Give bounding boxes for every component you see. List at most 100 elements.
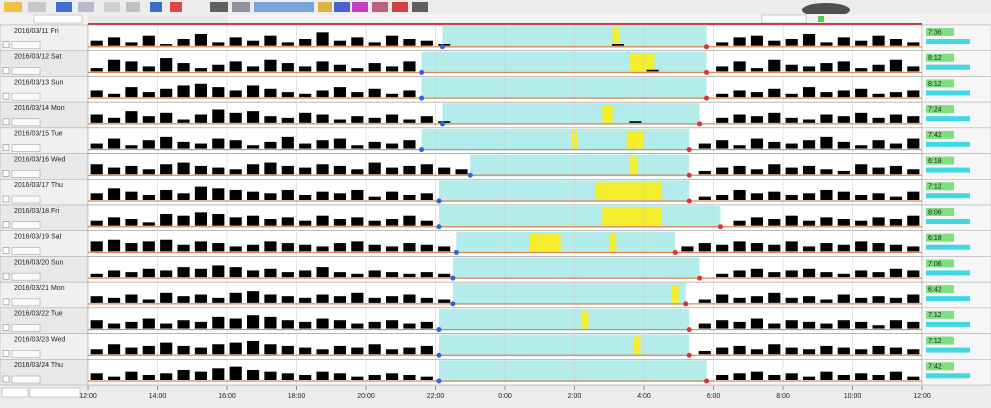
activity-bar	[438, 44, 451, 46]
edit-button[interactable]	[11, 375, 41, 384]
activity-bar	[212, 109, 225, 123]
activity-bar	[716, 320, 729, 329]
wake-period	[581, 310, 589, 329]
zoom-button[interactable]	[126, 2, 140, 12]
edit-button[interactable]	[11, 195, 41, 204]
activity-bar	[420, 376, 433, 380]
person-button[interactable]	[392, 2, 408, 12]
activity-bar	[333, 345, 347, 355]
activity-bar	[333, 87, 347, 98]
activity-bar	[820, 189, 833, 200]
activity-bar	[177, 141, 190, 149]
activity-bar	[194, 294, 208, 303]
row-checkbox[interactable]	[2, 195, 10, 203]
summary-badge	[926, 53, 954, 62]
activity-bar	[177, 296, 190, 303]
row-checkbox[interactable]	[2, 144, 10, 151]
dropdown[interactable]	[761, 14, 807, 24]
activity-bar	[281, 117, 294, 123]
activity-bar	[333, 64, 347, 72]
activity-bar	[212, 316, 225, 329]
activity-bar	[785, 167, 798, 175]
activity-bar	[385, 349, 399, 355]
activity-bar	[333, 272, 347, 278]
save-button[interactable]	[28, 2, 46, 12]
edit-button[interactable]	[11, 247, 41, 255]
edit-button[interactable]	[11, 324, 41, 332]
activity-bar	[281, 373, 294, 380]
sleep-offset	[697, 275, 703, 281]
activity-bar	[368, 196, 381, 200]
copy-button[interactable]	[104, 2, 120, 12]
pie-button[interactable]	[372, 2, 388, 12]
activity-bar	[907, 246, 920, 252]
activity-bar	[142, 268, 155, 278]
activity-bar	[229, 267, 242, 278]
row-checkbox[interactable]	[2, 170, 10, 177]
activity-bar	[107, 167, 121, 175]
mode-box[interactable]	[1, 387, 29, 398]
sleep-period	[421, 77, 707, 100]
activity-bar	[716, 140, 729, 149]
row-checkbox[interactable]	[2, 67, 10, 74]
row-checkbox[interactable]	[2, 247, 10, 254]
activity-bar	[177, 369, 190, 380]
activity-bar	[107, 138, 121, 149]
activity-bar	[299, 194, 312, 200]
activity-bar	[820, 345, 833, 355]
activity-bar	[872, 345, 885, 355]
edit-button[interactable]	[11, 170, 41, 178]
activity-bar	[855, 68, 868, 72]
layout-buttons[interactable]	[254, 2, 314, 12]
edit-button[interactable]	[11, 272, 41, 281]
row-checkbox[interactable]	[2, 221, 10, 228]
run-button[interactable]	[412, 2, 428, 12]
edit-button[interactable]	[11, 118, 41, 127]
activity-bar	[733, 241, 746, 252]
edit-button[interactable]	[11, 144, 41, 152]
edit-button[interactable]	[11, 67, 41, 75]
activity-bar	[142, 116, 155, 123]
row-checkbox[interactable]	[2, 375, 10, 383]
event-button[interactable]	[352, 2, 368, 12]
activity-bar	[855, 220, 868, 226]
activity-bar	[420, 272, 433, 278]
row-checkbox[interactable]	[2, 350, 10, 357]
row-checkbox[interactable]	[2, 92, 10, 100]
row-date: 2016/03/13 Sun	[14, 79, 64, 86]
flag-button[interactable]	[170, 2, 182, 12]
edit-button[interactable]	[11, 350, 41, 358]
edit-button[interactable]	[11, 92, 41, 101]
wake-period	[630, 156, 638, 175]
row-checkbox[interactable]	[2, 298, 10, 306]
checkbox[interactable]	[818, 16, 824, 22]
edit-button[interactable]	[11, 41, 41, 49]
color-button[interactable]	[56, 2, 72, 12]
row-checkbox[interactable]	[2, 324, 10, 331]
activity-bar	[872, 193, 885, 200]
chart-button[interactable]	[210, 2, 228, 12]
row-checkbox[interactable]	[2, 41, 10, 48]
bar-button[interactable]	[334, 2, 350, 12]
print-button[interactable]	[78, 2, 94, 12]
edit-button[interactable]	[11, 298, 41, 307]
activity-bar	[837, 116, 850, 123]
sleep-period	[452, 283, 686, 305]
activity-bar	[385, 66, 399, 72]
selection-bar	[88, 23, 922, 25]
x-tick-label: 0:00	[498, 393, 512, 400]
activity-bar	[785, 270, 798, 278]
wave-button[interactable]	[232, 2, 250, 12]
row-checkbox[interactable]	[2, 118, 10, 126]
activity-bar	[194, 114, 208, 123]
row-checkbox[interactable]	[2, 272, 10, 280]
range-box[interactable]	[29, 387, 81, 398]
activity-bar	[872, 296, 885, 303]
dropdown[interactable]	[33, 14, 83, 24]
bars-button[interactable]	[150, 2, 162, 12]
edit-button[interactable]	[11, 221, 41, 229]
activity-bar	[907, 169, 920, 175]
open-button[interactable]	[4, 2, 22, 12]
activity-bar	[907, 321, 920, 329]
marker-button[interactable]	[318, 2, 332, 12]
